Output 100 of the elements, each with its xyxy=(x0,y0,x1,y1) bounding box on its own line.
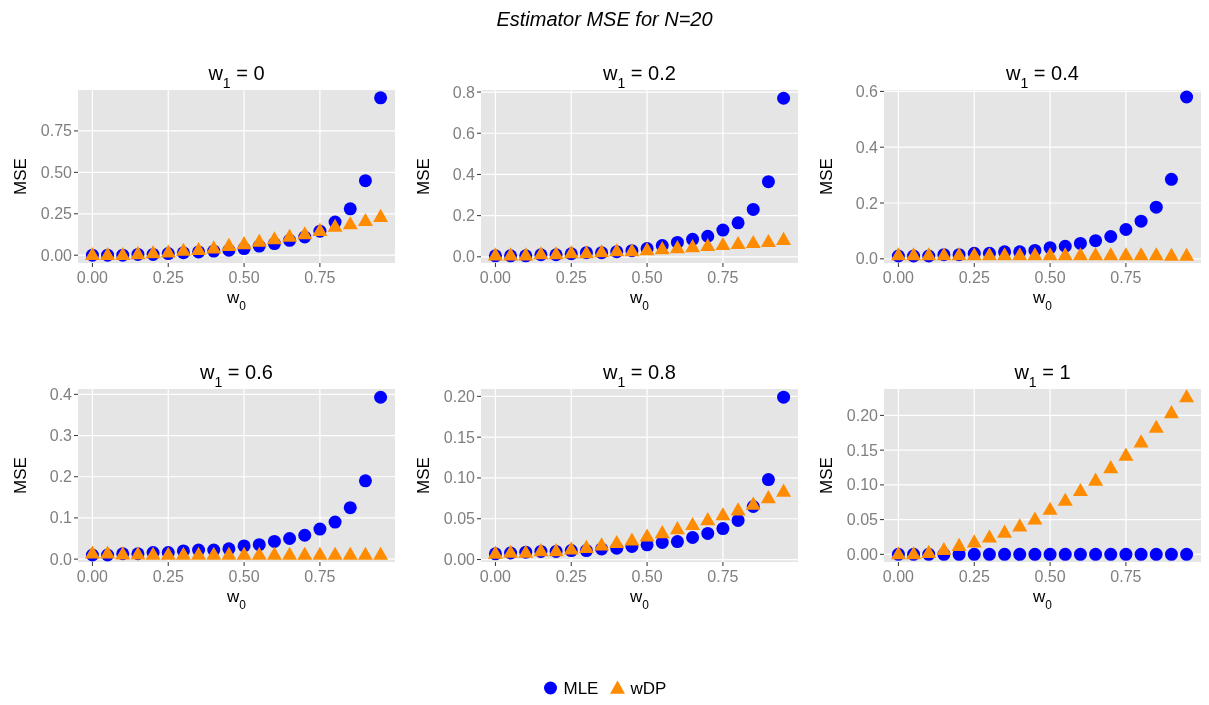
point xyxy=(967,547,981,561)
point xyxy=(997,524,1013,538)
y-tick-label: 0.0 xyxy=(452,248,476,266)
y-tick-label: 0.6 xyxy=(855,82,879,100)
point xyxy=(191,241,207,256)
y-tick-label: 0.1 xyxy=(49,509,73,527)
point xyxy=(1163,247,1179,261)
point xyxy=(313,522,327,536)
x-tick-label: 0.50 xyxy=(631,568,663,585)
y-axis-title: MSE xyxy=(11,158,30,195)
point xyxy=(1179,389,1195,403)
chart-title: w$_{1}$ = 0.8 xyxy=(602,361,676,390)
point xyxy=(221,546,237,560)
point xyxy=(297,546,313,560)
point xyxy=(1089,234,1103,248)
point xyxy=(686,531,700,545)
point xyxy=(669,521,685,535)
point xyxy=(609,534,625,549)
y-tick-label: 0.15 xyxy=(846,441,879,459)
x-tick-label: 0.00 xyxy=(76,568,109,585)
point xyxy=(1180,90,1194,104)
point xyxy=(251,233,267,247)
point xyxy=(1073,236,1087,250)
y-tick-label: 0.20 xyxy=(846,406,879,424)
point xyxy=(578,539,594,553)
point xyxy=(715,236,731,251)
point xyxy=(283,532,297,546)
y-tick-label: 0.0 xyxy=(855,250,879,268)
point xyxy=(343,202,357,216)
point xyxy=(1013,547,1027,561)
point xyxy=(1103,247,1119,261)
point xyxy=(206,240,222,254)
y-tick-label: 0.0 xyxy=(49,550,73,568)
point xyxy=(1118,247,1134,261)
chart-title: w$_{1}$ = 1 xyxy=(1013,361,1071,390)
point xyxy=(252,538,266,552)
point xyxy=(745,496,761,510)
x-tick-label: 0.00 xyxy=(479,269,512,286)
point xyxy=(760,490,776,504)
y-axis-title: MSE xyxy=(414,457,433,494)
point xyxy=(1072,482,1088,497)
x-tick-label: 0.50 xyxy=(1034,568,1066,585)
y-axis-title: MSE xyxy=(817,457,836,494)
x-tick-label: 0.50 xyxy=(228,269,260,286)
point xyxy=(700,237,716,252)
point xyxy=(716,522,730,536)
point xyxy=(1149,200,1163,214)
x-axis-title: w$_{0}$ xyxy=(629,587,650,612)
point xyxy=(266,231,282,245)
y-tick-label: 0.00 xyxy=(40,246,73,264)
y-tick-label: 0.75 xyxy=(40,122,73,140)
y-tick-label: 0.4 xyxy=(49,385,73,403)
x-tick-label: 0.75 xyxy=(707,269,739,286)
chart-title: w$_{1}$ = 0 xyxy=(207,62,265,91)
point xyxy=(236,236,252,250)
point xyxy=(716,223,730,237)
point xyxy=(1042,501,1058,515)
point xyxy=(936,541,952,556)
point xyxy=(342,216,358,230)
point xyxy=(373,208,389,222)
y-tick-label: 0.05 xyxy=(443,510,476,528)
point xyxy=(297,226,313,240)
y-tick-label: 0.05 xyxy=(846,511,879,529)
y-axis-title: MSE xyxy=(817,158,836,195)
y-tick-label: 0.8 xyxy=(452,83,476,101)
y-tick-label: 0.15 xyxy=(443,428,476,446)
y-axis-title: MSE xyxy=(11,457,30,494)
chart-title: w$_{1}$ = 0.2 xyxy=(602,62,676,91)
point xyxy=(669,240,685,254)
y-tick-label: 0.4 xyxy=(855,138,879,156)
x-tick-label: 0.75 xyxy=(304,568,336,585)
point xyxy=(685,516,701,531)
point xyxy=(685,239,701,253)
point xyxy=(1103,460,1119,474)
point xyxy=(731,216,745,230)
point xyxy=(266,546,282,560)
point xyxy=(981,529,997,543)
point xyxy=(1149,547,1163,561)
y-tick-label: 0.4 xyxy=(452,165,476,183)
point xyxy=(776,231,792,245)
point xyxy=(282,228,298,242)
point xyxy=(1027,511,1043,525)
point xyxy=(1089,547,1103,561)
point xyxy=(1073,547,1087,561)
point xyxy=(701,526,715,540)
point xyxy=(624,532,640,546)
legend-label: MLE xyxy=(563,679,599,698)
x-tick-label: 0.50 xyxy=(1034,269,1066,286)
x-tick-label: 0.25 xyxy=(555,568,587,585)
x-tick-label: 0.75 xyxy=(1110,269,1142,286)
point xyxy=(1088,472,1104,486)
point xyxy=(1164,547,1178,561)
point xyxy=(1057,492,1073,506)
x-tick-label: 0.00 xyxy=(882,269,915,286)
point xyxy=(1043,547,1057,561)
x-tick-label: 0.00 xyxy=(882,568,915,585)
point xyxy=(358,474,372,488)
point xyxy=(1028,547,1042,561)
point xyxy=(236,546,252,560)
point xyxy=(966,534,982,548)
